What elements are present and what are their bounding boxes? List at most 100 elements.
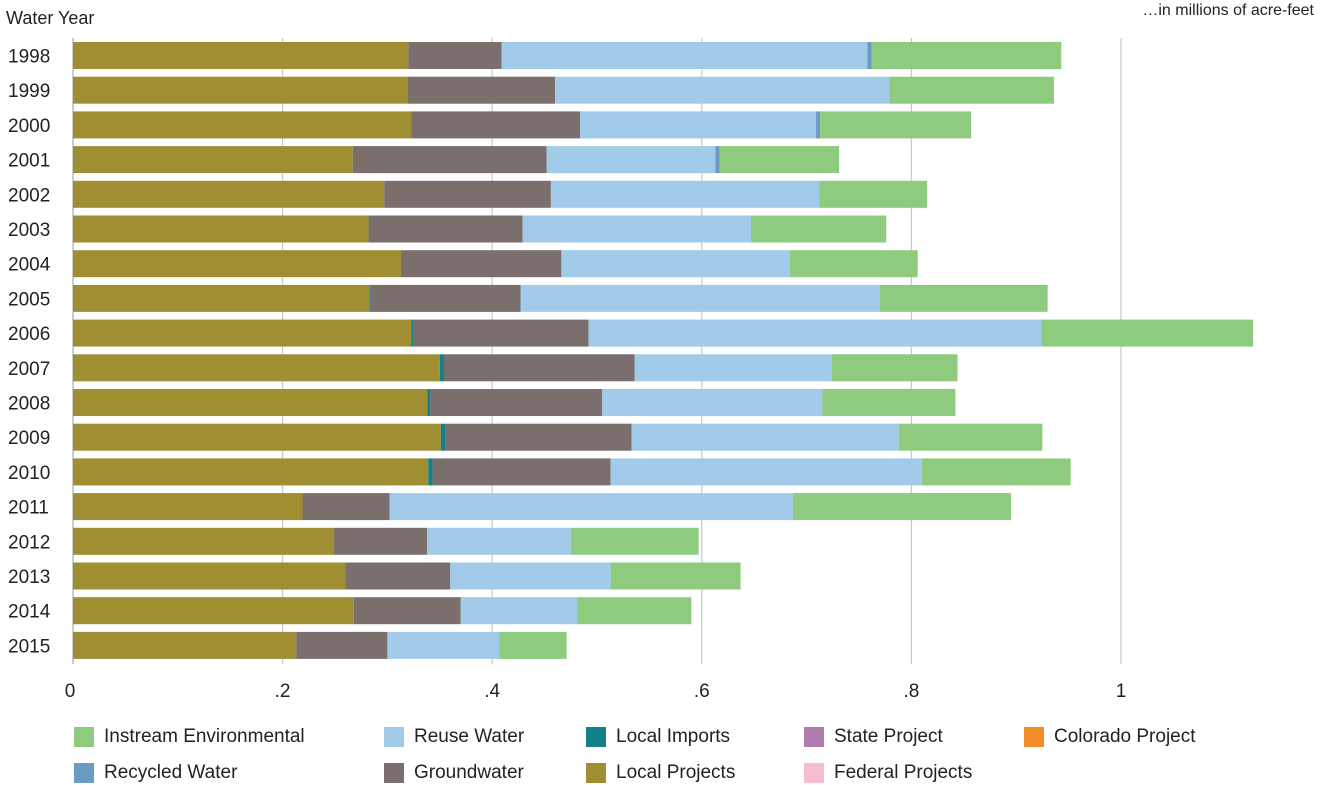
bar-segment <box>499 631 567 659</box>
legend-swatch <box>804 727 824 747</box>
bar-segment <box>430 389 603 416</box>
y-axis-title: Water Year <box>6 8 95 28</box>
legend-item-local-imports: Local Imports <box>586 726 730 748</box>
y-tick-label: 2003 <box>8 220 50 241</box>
y-tick-label: 1998 <box>8 47 50 68</box>
bar-segment <box>73 319 412 347</box>
y-tick-label: 2000 <box>8 116 50 137</box>
bar-segment <box>408 42 502 69</box>
legend-label: Local Imports <box>616 726 731 747</box>
bar-segment <box>368 215 523 243</box>
y-tick-label: 2001 <box>8 151 50 172</box>
stacked-bar-chart: 0 .2 .4 .6 .8 1 1998 1999 2000 2001 2002 2003 2004 20… <box>8 38 1254 702</box>
bar-segment <box>820 111 972 139</box>
legend-label: Reuse Water <box>414 726 525 747</box>
bar-segment <box>867 42 872 69</box>
bar-segment <box>73 493 303 521</box>
y-tick-label: 2014 <box>8 602 51 623</box>
bar-segment <box>73 111 412 139</box>
bar-segment <box>751 215 887 243</box>
bar-segment <box>719 146 840 174</box>
legend-label: Recycled Water <box>104 762 238 783</box>
legend-item-groundwater: Groundwater <box>384 762 524 784</box>
legend-item-state-project: State Project <box>804 726 943 748</box>
bar-segment <box>871 42 1062 69</box>
legend-item-reuse-water: Reuse Water <box>384 726 524 748</box>
bar-segment <box>384 180 551 208</box>
bar-segment <box>73 42 409 69</box>
bar-segment <box>440 423 446 451</box>
y-tick-label: 1999 <box>8 81 50 102</box>
bar-segment <box>73 631 297 659</box>
bar-segment <box>427 389 431 416</box>
bar-segment <box>401 250 562 278</box>
bar-segment <box>561 250 790 278</box>
bar-segment <box>522 215 752 243</box>
bar-segment <box>333 527 428 555</box>
bar-segment <box>610 562 741 590</box>
bar-segment <box>73 250 402 278</box>
bar-segment <box>792 493 1011 521</box>
bar-segment <box>631 423 899 451</box>
bar-segment <box>73 215 369 243</box>
bar-segment <box>345 562 451 590</box>
legend-item-recycled-water: Recycled Water <box>74 762 237 784</box>
bar-segment <box>389 493 793 521</box>
bar-segment <box>610 458 922 486</box>
bar-segment <box>302 493 390 521</box>
bar-segment <box>411 111 581 139</box>
bar-segment <box>73 458 429 486</box>
legend-label: Groundwater <box>414 762 524 783</box>
x-tick-label: 1 <box>1116 681 1127 702</box>
legend-swatch <box>804 763 824 783</box>
x-tick-label: .8 <box>903 681 919 702</box>
bar-segment <box>387 631 500 659</box>
legend-swatch <box>384 763 404 783</box>
bar-segment <box>520 284 880 312</box>
bar-segment <box>577 597 692 625</box>
bar-segment <box>352 146 547 174</box>
legend-label: State Project <box>834 726 943 747</box>
bar-segment <box>73 597 354 625</box>
bar-segment <box>73 180 385 208</box>
bar-segment <box>816 111 821 139</box>
legend-item-instream-environmental: Instream Environmental <box>74 726 305 748</box>
bar-segment <box>73 354 440 382</box>
bar-segment <box>413 319 589 347</box>
bar-segment <box>602 389 823 416</box>
bar-segment <box>588 319 1042 347</box>
bar-segment <box>439 354 444 382</box>
legend-swatch <box>384 727 404 747</box>
bar-segment <box>73 146 353 174</box>
legend-item-federal-projects: Federal Projects <box>804 762 972 784</box>
bar-segment <box>443 354 635 382</box>
bar-segment <box>831 354 958 382</box>
bar-segment <box>570 527 699 555</box>
bar-segment <box>296 631 388 659</box>
bar-segment <box>879 284 1048 312</box>
y-tick-label: 2011 <box>8 498 49 519</box>
legend-swatch <box>1024 727 1044 747</box>
legend-swatch <box>74 727 94 747</box>
bar-segment <box>370 284 521 312</box>
legend-label: Federal Projects <box>834 762 973 783</box>
bar-segment <box>369 284 371 312</box>
bar-segment <box>546 146 716 174</box>
bar-segment <box>73 284 370 312</box>
x-tick-label: 0 <box>65 681 76 702</box>
bar-segment <box>428 458 433 486</box>
bar-segment <box>427 527 571 555</box>
bar-segment <box>460 597 578 625</box>
legend-swatch <box>74 763 94 783</box>
x-tick-label: .4 <box>484 681 500 702</box>
bar-segment <box>921 458 1071 486</box>
legend-item-colorado-project: Colorado Project <box>1024 726 1196 748</box>
legend-swatch <box>586 763 606 783</box>
y-tick-label: 2012 <box>8 532 50 553</box>
y-tick-label: 2015 <box>8 636 50 657</box>
y-tick-label: 2007 <box>8 359 50 380</box>
x-tick-label: .6 <box>694 681 710 702</box>
y-tick-label: 2009 <box>8 428 50 449</box>
unit-note: …in millions of acre-feet <box>1142 2 1314 19</box>
bar-segment <box>73 527 334 555</box>
